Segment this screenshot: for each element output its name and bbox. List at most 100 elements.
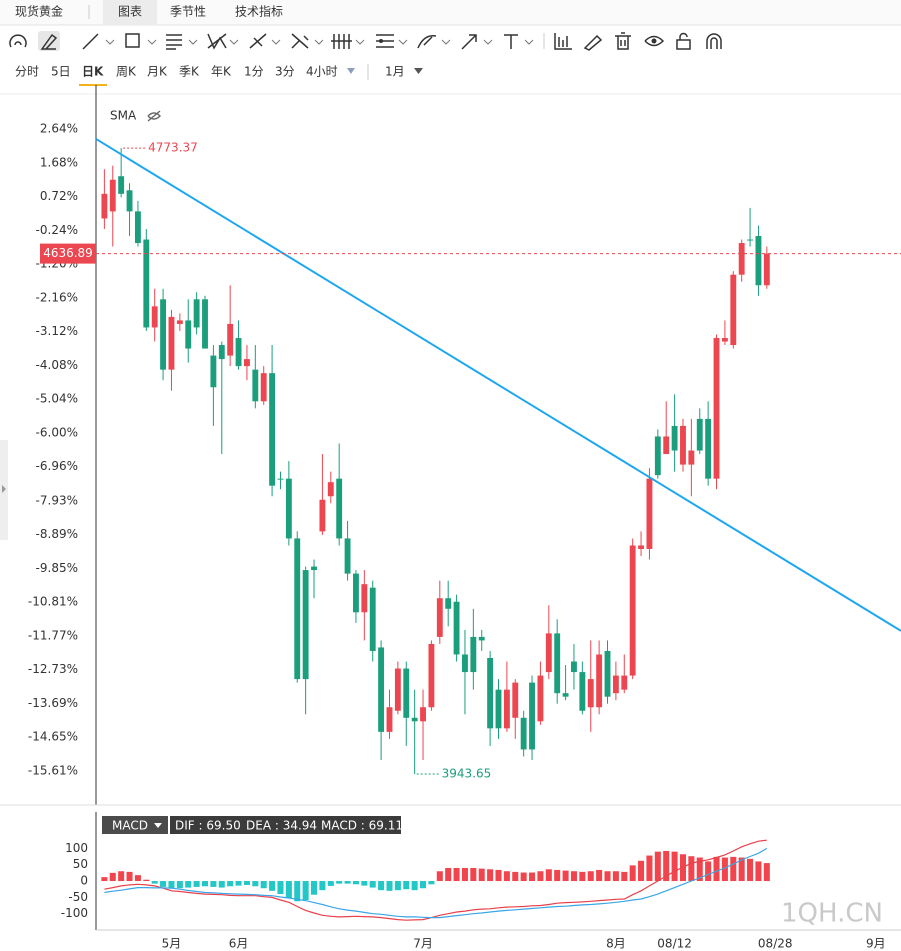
dropdown-arrow[interactable]	[347, 68, 355, 74]
candle-body	[755, 236, 762, 286]
macd-bar	[193, 881, 200, 887]
macd-line	[104, 847, 768, 919]
macd-bar	[118, 871, 125, 882]
instrument-tab[interactable]: 现货黄金	[15, 4, 63, 19]
candle-body	[160, 299, 167, 370]
tool-icon[interactable]	[207, 33, 239, 50]
period-option[interactable]: 季K	[179, 65, 200, 79]
tool-active-bg	[38, 31, 60, 51]
tool-icon[interactable]	[376, 34, 408, 48]
candle-body	[713, 337, 720, 479]
tool-icon[interactable]	[82, 33, 115, 50]
tool-icon[interactable]	[417, 35, 451, 49]
macd-bar	[705, 861, 712, 882]
y-tick-label: -10.81%	[28, 595, 78, 609]
macd-bar	[319, 881, 326, 891]
visibility-toggle[interactable]	[147, 110, 161, 122]
macd-bar	[537, 871, 544, 882]
y-tick-label: -12.73%	[28, 662, 78, 676]
candle-body	[176, 320, 183, 324]
macd-bar	[554, 869, 561, 882]
y-tick-label: -9.85%	[36, 561, 78, 575]
period-option[interactable]: 4小时	[306, 65, 338, 79]
tool-icon[interactable]	[644, 35, 665, 47]
period-bar: 分时 5日 日K 周K 月K 季K 年K 1分 3分 4小时 1月	[15, 64, 423, 86]
period-option[interactable]: 周K	[116, 65, 137, 79]
candle-body	[235, 337, 242, 367]
candle-body	[319, 499, 326, 532]
period-option[interactable]: 1分	[244, 65, 264, 79]
period-option[interactable]: 5日	[51, 65, 71, 79]
macd-bar	[461, 867, 468, 882]
tab[interactable]: 季节性	[170, 5, 206, 19]
y-tick-label: -2.16%	[36, 290, 78, 304]
candle-body	[403, 668, 410, 718]
x-tick-label: 6月	[229, 937, 249, 951]
y-tick-label: -14.65%	[28, 730, 78, 744]
tool-icon[interactable]	[461, 34, 493, 50]
high-price-label: 4773.37	[148, 141, 198, 155]
tab[interactable]: 技术指标	[235, 4, 283, 19]
period-option[interactable]: 月K	[147, 65, 168, 79]
candle-body	[126, 190, 133, 212]
candle-body	[520, 717, 527, 750]
macd-bar	[453, 867, 460, 882]
candle-body	[218, 345, 225, 360]
toggle-arrow	[2, 485, 6, 493]
range-select[interactable]: 1月	[385, 65, 405, 79]
macd-bar	[512, 871, 519, 882]
macd-bar	[101, 877, 108, 882]
macd-bar	[420, 881, 427, 889]
candle-body	[168, 316, 175, 370]
indicator-select[interactable]	[102, 816, 168, 834]
y-tick-label: -11.77%	[28, 628, 78, 642]
candle-body	[311, 566, 317, 571]
tool-icon[interactable]	[40, 33, 58, 50]
macd-bar	[160, 881, 167, 887]
candle-body	[227, 323, 234, 356]
tool-icon[interactable]	[166, 34, 198, 50]
candle-body	[428, 643, 435, 708]
tab[interactable]: 图表	[118, 5, 142, 19]
tool-icon[interactable]	[706, 33, 722, 49]
y-tick-label: 2.64%	[40, 122, 78, 136]
x-tick-label: 08/28	[758, 937, 793, 951]
indicator-label[interactable]: SMA	[110, 109, 137, 123]
candle-body	[503, 689, 510, 729]
toolbar	[9, 31, 722, 51]
macd-bar	[671, 851, 678, 882]
tool-icon[interactable]	[504, 34, 534, 49]
macd-bar	[394, 881, 401, 891]
period-option[interactable]: 3分	[275, 65, 295, 79]
tool-icon[interactable]	[125, 33, 157, 48]
tool-icon[interactable]	[291, 33, 324, 49]
candle-body	[134, 211, 141, 244]
candle-body	[646, 478, 653, 549]
macd-bar	[210, 881, 217, 887]
tool-icon[interactable]	[331, 34, 365, 49]
candle-body	[344, 538, 351, 574]
y-tick-label: 0	[80, 874, 88, 888]
macd-bar	[201, 881, 209, 887]
y-tick-label: 0.72%	[40, 189, 78, 203]
period-option[interactable]: 分时	[15, 65, 39, 79]
tool-icon[interactable]	[9, 34, 27, 48]
macd-bar	[302, 881, 309, 900]
macd-bar	[763, 863, 770, 882]
tool-icon[interactable]	[615, 32, 631, 50]
tool-icon[interactable]	[249, 33, 281, 49]
candle-body	[571, 661, 577, 673]
candle-body	[361, 584, 368, 613]
tool-icon[interactable]	[583, 34, 603, 51]
period-option-active[interactable]: 日K	[82, 65, 104, 79]
macd-bar	[579, 871, 586, 882]
candles	[101, 148, 770, 775]
macd-bar	[386, 881, 393, 891]
dropdown-arrow[interactable]	[414, 68, 423, 74]
candle-body	[596, 654, 603, 708]
macd-bar	[361, 881, 368, 886]
period-option[interactable]: 年K	[211, 65, 232, 79]
tool-icon[interactable]	[554, 33, 572, 50]
candle-body	[411, 717, 418, 722]
tool-icon[interactable]	[676, 32, 691, 50]
